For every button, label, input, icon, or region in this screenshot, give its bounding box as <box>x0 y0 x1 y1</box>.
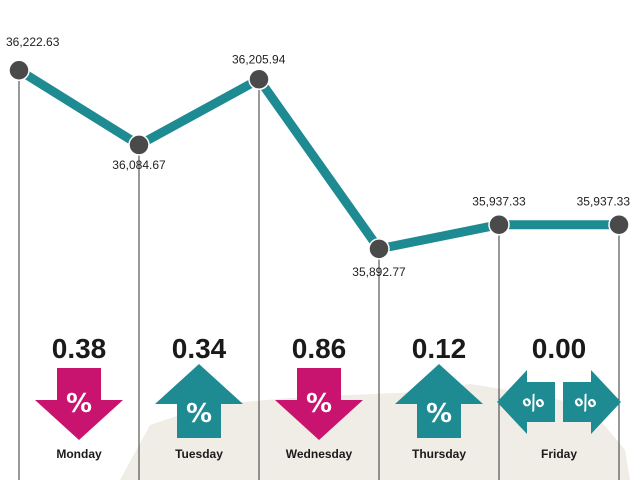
down-arrow-icon <box>35 368 123 440</box>
percent-symbol: % <box>306 389 332 419</box>
data-point <box>488 213 510 236</box>
day-label: Tuesday <box>175 447 223 461</box>
left-arrow-icon <box>497 370 555 434</box>
day-wednesday: 0.86% Wednesday <box>275 333 363 461</box>
data-point <box>248 68 270 91</box>
day-label: Wednesday <box>286 447 353 461</box>
data-point <box>608 213 630 236</box>
percent-symbol: % <box>186 399 212 429</box>
data-point-label: 36,084.67 <box>112 158 166 172</box>
vertical-gridlines <box>18 70 620 480</box>
percent-change-value: 0.86 <box>292 333 347 364</box>
day-label: Friday <box>541 447 577 461</box>
series-line <box>14 65 624 254</box>
data-point-label: 36,222.63 <box>6 35 60 49</box>
data-point <box>368 238 390 260</box>
percent-change-value: 0.34 <box>172 333 227 364</box>
data-point <box>8 59 30 81</box>
up-arrow-icon <box>395 364 483 438</box>
data-point <box>128 134 150 156</box>
day-tuesday: 0.34% Tuesday <box>155 333 243 461</box>
day-label: Monday <box>56 447 102 461</box>
day-friday: 0.00% %Friday <box>497 333 621 461</box>
day-monday: 0.38% Monday <box>35 333 123 461</box>
map-silhouette <box>120 384 630 480</box>
data-point-label: 35,892.77 <box>352 265 406 279</box>
data-point-labels: 36,222.63 36,084.67 36,205.94 35,892.77 35,9… <box>6 35 630 279</box>
up-arrow-icon <box>155 364 243 438</box>
background-map <box>120 384 630 480</box>
day-label: Thursday <box>412 447 466 461</box>
percent-change-value: 0.38 <box>52 333 107 364</box>
day-thursday: 0.12% Thursday <box>395 333 483 461</box>
right-arrow-icon <box>563 370 621 434</box>
data-point-label: 35,937.33 <box>577 195 631 209</box>
daily-change-group: 0.38% Monday 0.34% Tuesday 0.86% Wednesday 0.1… <box>35 333 621 461</box>
data-point-label: 36,205.94 <box>232 52 286 66</box>
percent-symbol: % <box>426 399 452 429</box>
series-line-group <box>8 59 630 260</box>
percent-symbol: % <box>66 389 92 419</box>
percent-change-value: 0.12 <box>412 333 467 364</box>
down-arrow-icon <box>275 368 363 440</box>
data-point-label: 35,937.33 <box>472 195 526 209</box>
percent-change-value: 0.00 <box>532 333 587 364</box>
